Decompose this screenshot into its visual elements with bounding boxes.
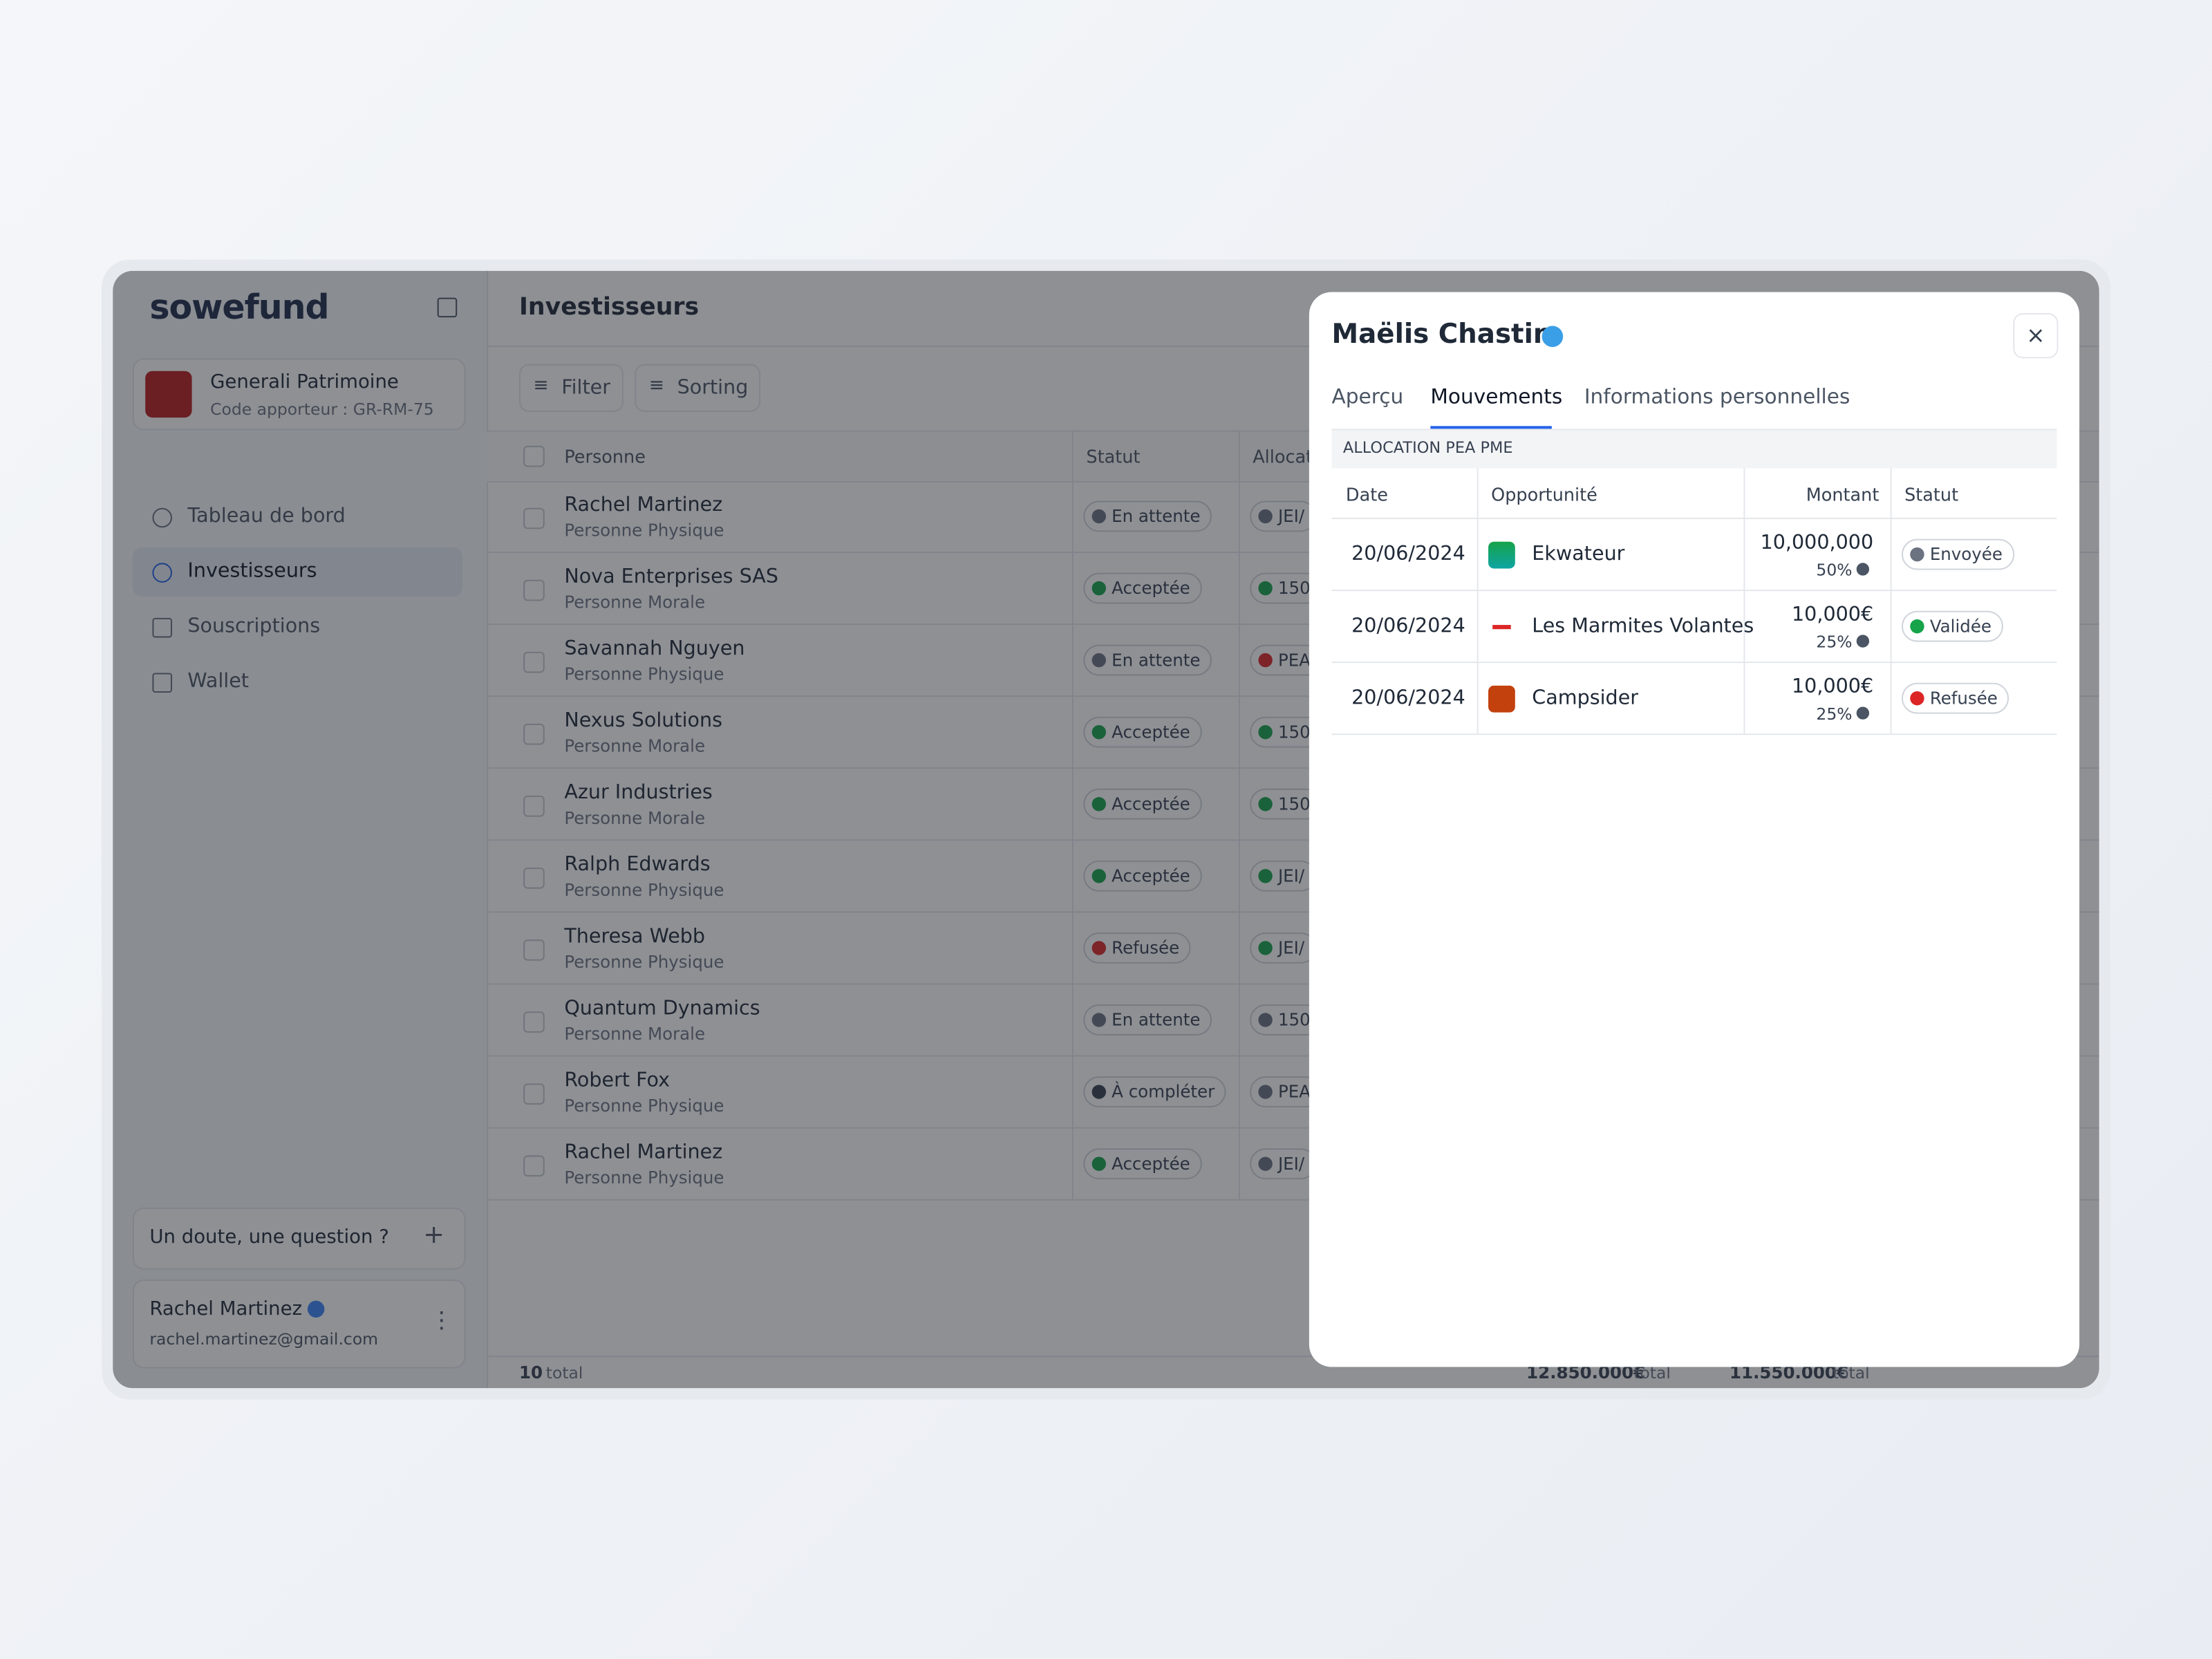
amount: 10,000€	[1792, 603, 1874, 627]
share: 25%	[1816, 632, 1853, 652]
row-divider	[1331, 662, 2057, 664]
opportunity-name[interactable]: Campsider	[1532, 686, 1639, 710]
column-divider	[1743, 468, 1745, 734]
column-header: Statut	[1904, 483, 1959, 505]
column-header: Opportunité	[1491, 483, 1597, 505]
amount: 10,000€	[1792, 675, 1874, 699]
movement-date: 20/06/2024	[1351, 543, 1465, 566]
status-text: Validée	[1929, 616, 1991, 637]
status-text: Envoyée	[1929, 544, 2003, 565]
tab[interactable]: Aperçu	[1331, 386, 1404, 409]
opportunity-name[interactable]: Ekwateur	[1532, 543, 1625, 566]
status-icon	[1910, 547, 1924, 562]
column-header: Date	[1345, 483, 1388, 505]
header-divider	[1331, 517, 2057, 520]
tab[interactable]: Mouvements	[1430, 386, 1563, 409]
tab[interactable]: Informations personnelles	[1584, 386, 1850, 409]
info-icon	[1856, 563, 1870, 576]
status-icon	[1910, 691, 1924, 706]
company-logo	[1488, 613, 1515, 641]
amount: 10,000,000	[1760, 532, 1874, 555]
status-text: Refusée	[1929, 688, 1998, 709]
column-divider	[1890, 468, 1892, 734]
row-divider	[1331, 733, 2057, 735]
status-icon	[1910, 619, 1924, 634]
movement-date: 20/06/2024	[1351, 615, 1465, 638]
logo-mark	[1492, 625, 1511, 630]
verified-icon	[1541, 326, 1564, 348]
modal: Maëlis Chastin × Aperçu Mouvements Informa…	[1309, 292, 2080, 1367]
modal-title: Maëlis Chastin	[1331, 319, 1553, 350]
status-badge: Validée	[1901, 610, 2003, 642]
status-badge: Envoyée	[1901, 538, 2014, 570]
info-icon	[1856, 635, 1870, 648]
column-header: Montant	[1806, 483, 1880, 505]
info-icon	[1856, 706, 1870, 720]
section-title: ALLOCATION PEA PME	[1342, 438, 1513, 458]
company-logo	[1488, 541, 1515, 569]
movement-date: 20/06/2024	[1351, 686, 1465, 710]
company-logo	[1488, 685, 1515, 713]
close-button[interactable]: ×	[2013, 313, 2059, 359]
status-badge: Refusée	[1901, 682, 2009, 714]
tab-underline	[1430, 426, 1552, 429]
tabs-divider	[1331, 429, 2057, 431]
opportunity-name[interactable]: Les Marmites Volantes	[1532, 615, 1754, 638]
share: 50%	[1816, 560, 1853, 580]
row-divider	[1331, 590, 2057, 592]
column-divider	[1477, 468, 1479, 734]
share: 25%	[1816, 704, 1853, 724]
section-header: ALLOCATION PEA PME	[1331, 430, 2057, 469]
